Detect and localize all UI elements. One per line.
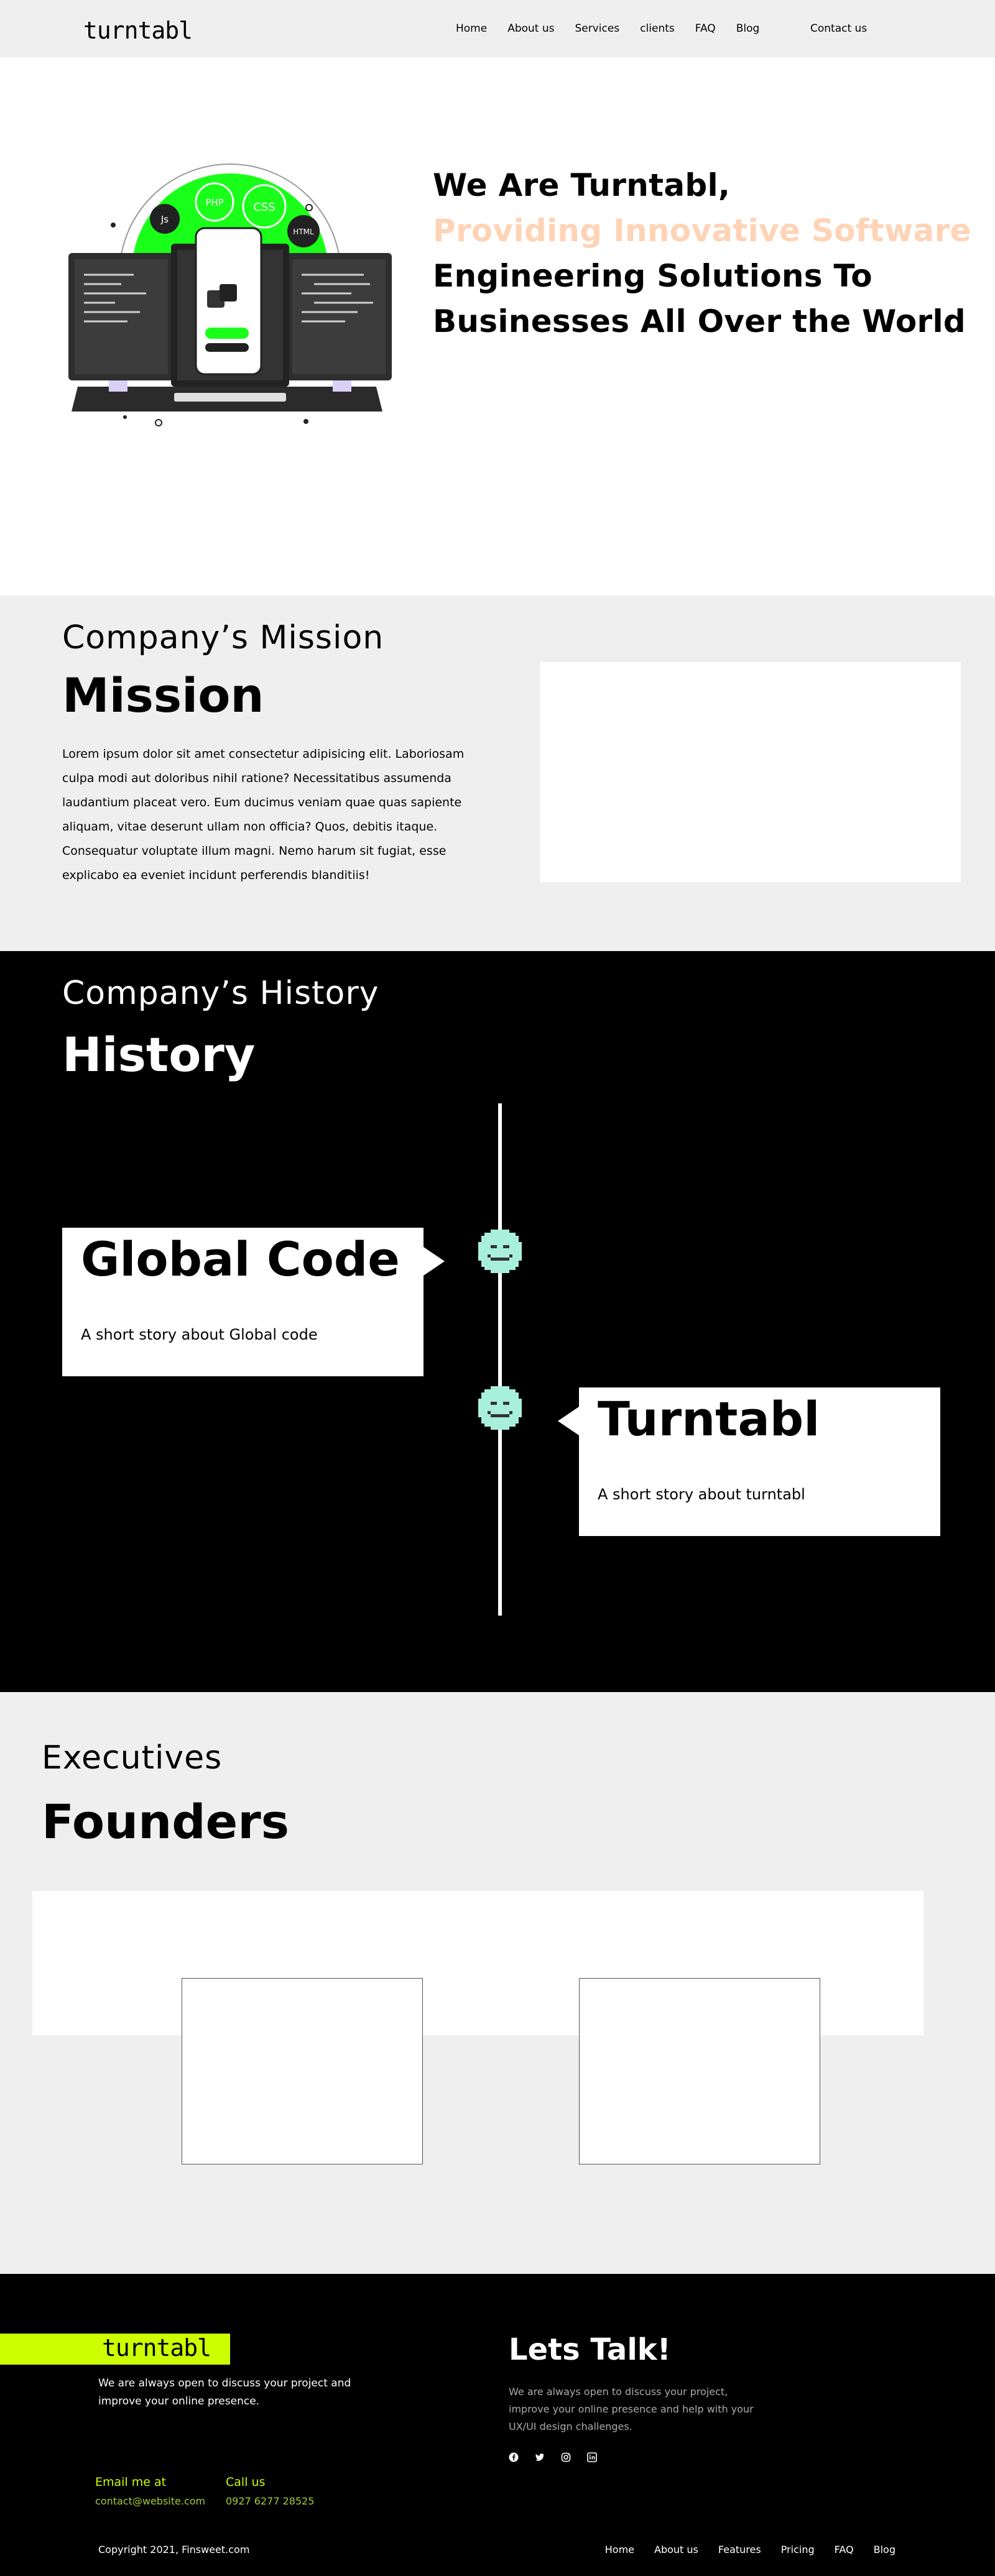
footer-nav: Home About us Features Pricing FAQ Blog	[585, 2544, 895, 2555]
hero-line-3: Engineering Solutions To	[433, 258, 872, 294]
mission-title: Mission	[62, 668, 264, 723]
facebook-icon[interactable]	[509, 2452, 519, 2462]
founder-card	[579, 1978, 820, 2164]
linkedin-icon[interactable]	[587, 2452, 597, 2462]
footer-link-pricing[interactable]: Pricing	[780, 2544, 815, 2555]
phone-link[interactable]: 0927 6277 28525	[226, 2495, 315, 2507]
email-link[interactable]: contact@website.com	[95, 2495, 206, 2507]
copyright: Copyright 2021, Finsweet.com	[98, 2544, 250, 2555]
mission-section: Company’s Mission Mission Lorem ipsum do…	[0, 596, 995, 951]
nav-link-blog[interactable]: Blog	[736, 22, 760, 35]
nav-link-services[interactable]: Services	[575, 22, 620, 35]
contact-us-link[interactable]: Contact us	[810, 22, 868, 35]
card-pointer	[558, 1407, 579, 1435]
founders-section: Executives Founders	[0, 1692, 995, 2274]
story-card-global-code: Global Code A short story about Global c…	[62, 1228, 445, 1376]
hero-line-2: Providing Innovative Software	[433, 213, 971, 249]
smiley-icon	[478, 1230, 522, 1273]
lets-talk-description: We are always open to discuss your proje…	[509, 2386, 754, 2432]
js-bubble-label: Js	[160, 214, 169, 225]
story-text: A short story about turntabl	[598, 1486, 805, 1503]
call-label: Call us	[226, 2475, 266, 2489]
instagram-icon[interactable]	[561, 2452, 571, 2462]
footer-link-blog[interactable]: Blog	[873, 2544, 895, 2555]
hero-illustration: Js PHP CSS HTML	[68, 163, 392, 426]
nav-link-home[interactable]: Home	[456, 22, 488, 35]
nav-link-faq[interactable]: FAQ	[695, 22, 716, 35]
hero-line-1: We Are Turntabl,	[433, 167, 731, 203]
history-title: History	[62, 1027, 256, 1082]
hero-line-4: Businesses All Over the World	[433, 303, 966, 339]
nav-links: Home About us Services clients FAQ Blog	[456, 22, 780, 35]
lets-talk-title: Lets Talk!	[509, 2332, 671, 2367]
story-title: Global Code	[81, 1231, 400, 1287]
card-pointer	[423, 1247, 445, 1276]
hero-heading: We Are Turntabl, Providing Innovative So…	[433, 163, 971, 344]
footer-link-home[interactable]: Home	[604, 2544, 635, 2555]
footer-description: We are always open to discuss your proje…	[98, 2377, 351, 2408]
mission-text: Lorem ipsum dolor sit amet consectetur a…	[62, 747, 465, 882]
nav-link-clients[interactable]: clients	[640, 22, 675, 35]
footer-link-about[interactable]: About us	[654, 2544, 698, 2555]
footer-logo-bar	[0, 2334, 230, 2365]
social-links	[509, 2452, 613, 2462]
footer: turntabl We are always open to discuss y…	[0, 2274, 995, 2576]
footer-link-faq[interactable]: FAQ	[834, 2544, 854, 2555]
footer-logo[interactable]: turntabl	[102, 2334, 211, 2362]
founders-eyebrow: Executives	[42, 1739, 223, 1777]
css-bubble-label: CSS	[253, 201, 275, 214]
timeline-line	[498, 1103, 502, 1616]
logo[interactable]: turntabl	[83, 17, 193, 44]
founders-title: Founders	[42, 1794, 289, 1849]
nav-link-about[interactable]: About us	[507, 22, 555, 35]
php-bubble-label: PHP	[205, 197, 223, 208]
founder-card	[182, 1978, 423, 2164]
smiley-icon	[478, 1386, 522, 1430]
hero-section: Js PHP CSS HTML We Are Turntabl, Providi…	[0, 57, 995, 596]
history-section: Company’s History History Global Code A …	[0, 951, 995, 1692]
twitter-icon[interactable]	[535, 2452, 545, 2462]
email-label: Email me at	[95, 2475, 167, 2489]
story-title: Turntabl	[598, 1391, 820, 1447]
html-bubble-label: HTML	[293, 228, 314, 236]
mission-image-placeholder	[540, 662, 961, 882]
history-eyebrow: Company’s History	[62, 975, 379, 1012]
mission-eyebrow: Company’s Mission	[62, 619, 384, 656]
story-card-turntabl: Turntabl A short story about turntabl	[558, 1387, 940, 1536]
story-text: A short story about Global code	[81, 1326, 318, 1343]
top-nav: turntabl Home About us Services clients …	[0, 0, 995, 57]
footer-link-features[interactable]: Features	[718, 2544, 761, 2555]
